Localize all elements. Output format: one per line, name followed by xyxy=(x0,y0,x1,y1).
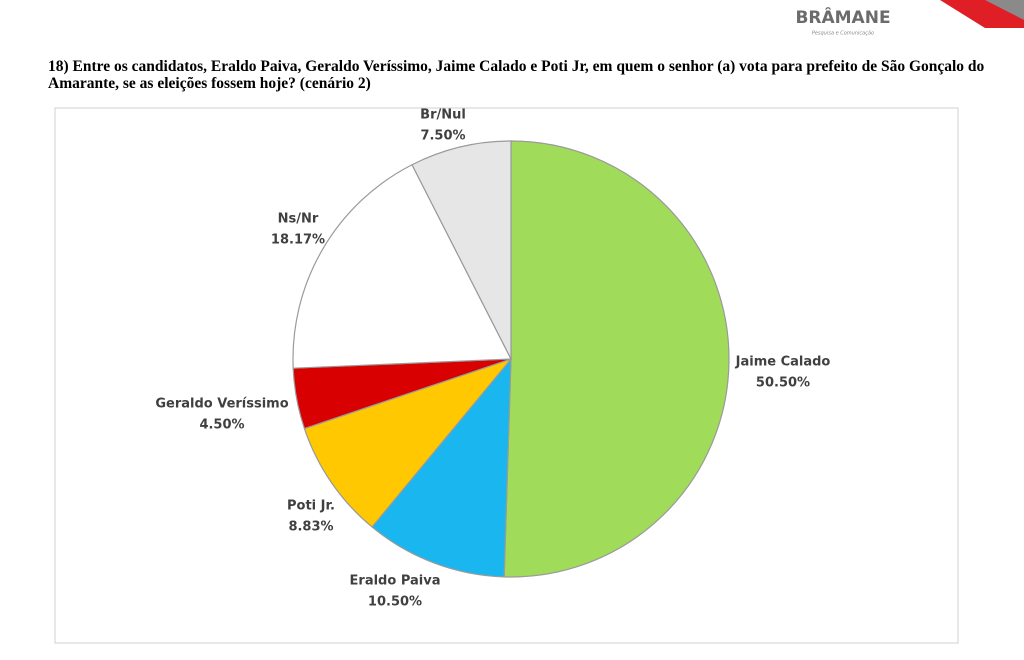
logo-name: BRÂMANE xyxy=(795,6,890,28)
logo-tagline: Pesquisa e Comunicação xyxy=(812,31,874,37)
pie-slice xyxy=(503,140,730,578)
pie-slice xyxy=(371,357,512,578)
slice-value-label: 7.50% xyxy=(420,129,465,144)
slice-label: Ns/Nr xyxy=(278,212,319,227)
chart-title: 18) Entre os candidatos, Eraldo Paiva, G… xyxy=(48,58,985,92)
slice-value-label: 18.17% xyxy=(271,233,325,248)
slice-label: Geraldo Veríssimo xyxy=(155,397,288,412)
slice-value-label: 4.50% xyxy=(199,418,244,433)
slice-label: Poti Jr. xyxy=(287,499,335,514)
pie-slice xyxy=(303,357,513,528)
slice-value-label: 8.83% xyxy=(288,520,333,535)
slice-value-label: 50.50% xyxy=(756,376,810,391)
slice-label: Eraldo Paiva xyxy=(350,574,441,589)
pie-slice xyxy=(411,140,512,360)
slice-label: Jaime Calado xyxy=(735,355,831,370)
logo-shape xyxy=(985,0,1024,20)
pie-slice xyxy=(292,163,512,369)
slice-value-label: 10.50% xyxy=(368,595,422,610)
slice-label: Br/Nul xyxy=(420,108,466,123)
